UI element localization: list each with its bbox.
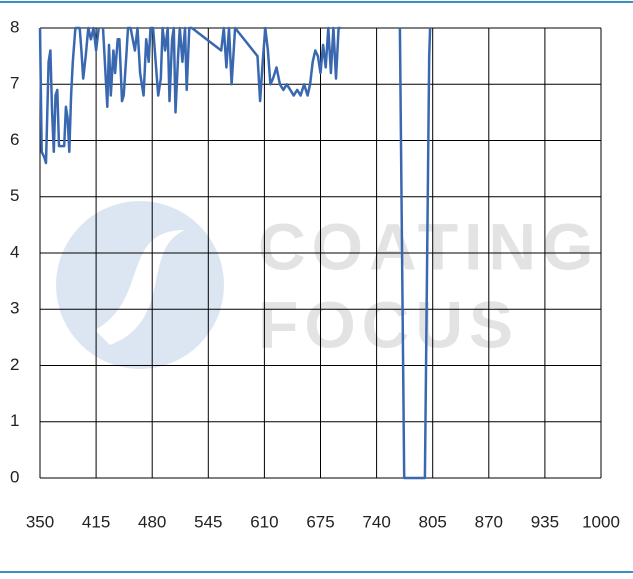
y-tick-label: 7	[10, 74, 19, 93]
x-tick-label: 805	[419, 512, 447, 531]
y-tick-label: 8	[10, 17, 19, 36]
y-tick-label: 4	[10, 242, 19, 261]
x-tick-label: 545	[194, 512, 222, 531]
x-tick-label: 740	[362, 512, 390, 531]
x-tick-label: 350	[26, 512, 54, 531]
y-tick-label: 5	[10, 186, 19, 205]
watermark-logo-swoosh	[95, 230, 185, 345]
x-tick-label: 935	[531, 512, 559, 531]
x-tick-label: 610	[250, 512, 278, 531]
x-tick-label: 870	[475, 512, 503, 531]
y-tick-label: 0	[10, 467, 19, 486]
y-tick-label: 6	[10, 130, 19, 149]
x-tick-label: 1000	[582, 512, 620, 531]
data-line	[38, 26, 432, 480]
watermark-text: COATING	[258, 209, 599, 283]
y-tick-label: 1	[10, 411, 19, 430]
watermark: COATING FOCUS	[56, 201, 599, 369]
x-tick-label: 675	[306, 512, 334, 531]
watermark-text: FOCUS	[258, 287, 519, 361]
y-tick-label: 3	[10, 299, 19, 318]
y-tick-label: 2	[10, 355, 19, 374]
x-tick-label: 480	[138, 512, 166, 531]
x-tick-label: 415	[82, 512, 110, 531]
